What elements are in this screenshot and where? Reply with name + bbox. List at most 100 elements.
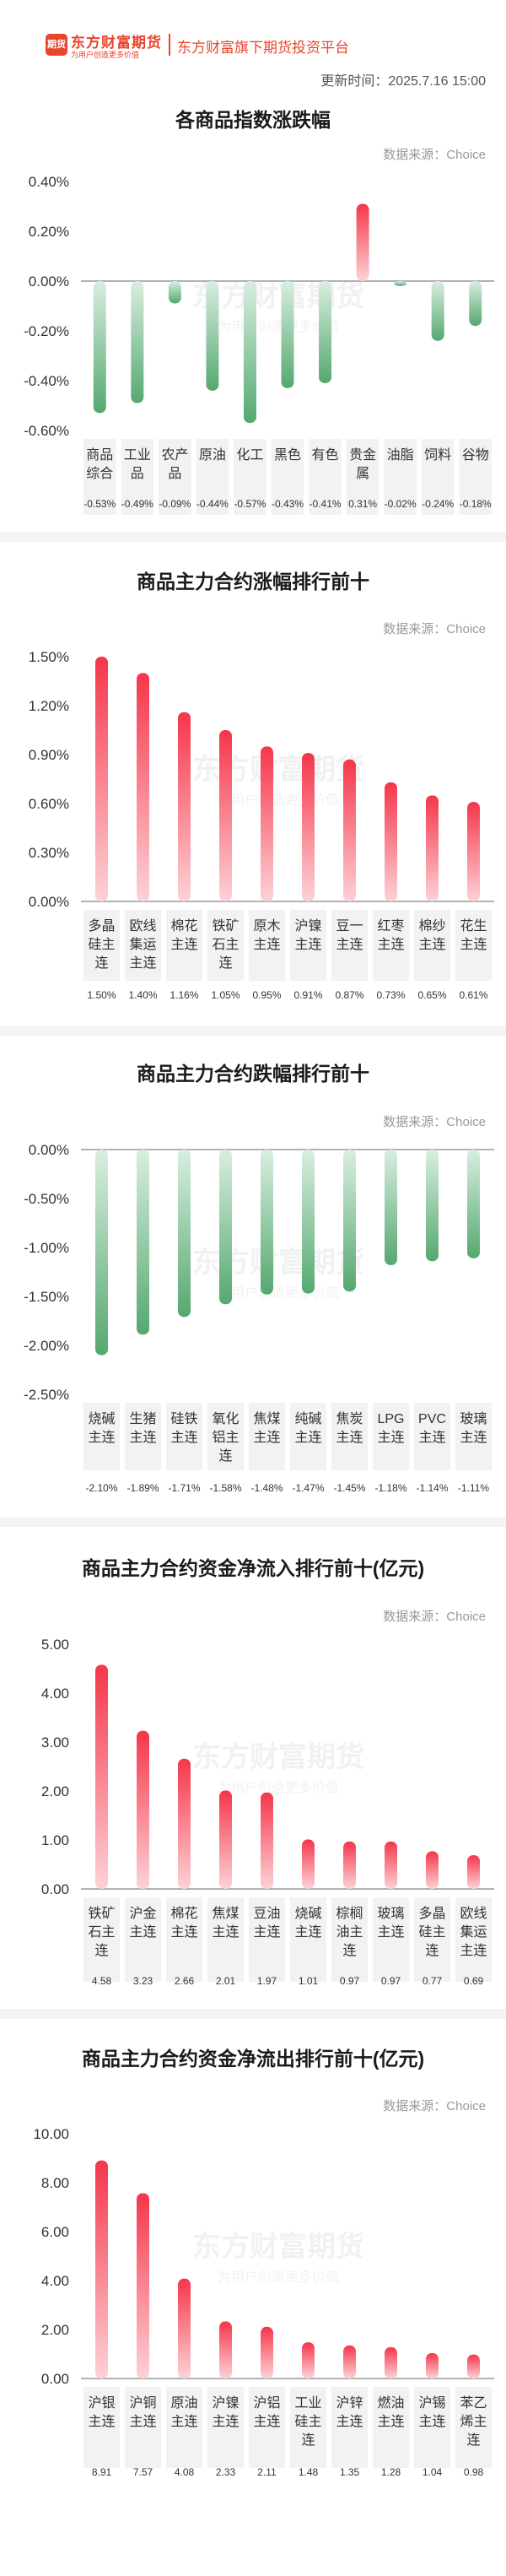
bar-工业品 [131, 281, 144, 403]
value-label: -0.43% [272, 498, 304, 510]
category-label-bg [455, 910, 492, 981]
watermark-subtext: 为用户创造更多价值 [218, 793, 339, 808]
category-label-bg [125, 910, 161, 981]
category-label: 沪银主连 [88, 2395, 115, 2429]
category-label: 工业品 [124, 447, 151, 481]
category-label-bg [83, 1403, 120, 1470]
category-label: 原油 [199, 447, 226, 463]
value-label: 0.65% [417, 989, 446, 1001]
category-label-bg [421, 439, 455, 515]
section-divider [0, 1517, 506, 1527]
section-divider [0, 1026, 506, 1036]
category-label-bg [290, 2387, 326, 2468]
category-label-bg [166, 910, 202, 981]
value-label: 3.23 [133, 1975, 153, 1987]
y-tick-label: 0.90% [29, 747, 69, 763]
category-label-bg [207, 2387, 244, 2468]
value-label: 0.91% [293, 989, 322, 1001]
header-divider [169, 34, 170, 56]
value-label: 1.05% [211, 989, 240, 1001]
watermark-subtext: 为用户创造更多价值 [218, 1285, 339, 1301]
y-tick-label: 2.00 [41, 2322, 69, 2338]
category-label: 玻璃主连 [377, 1906, 404, 1940]
bar-棕榈油主连 [343, 1841, 356, 1889]
bar-LPG主连 [385, 1150, 397, 1265]
category-label-bg [331, 1897, 368, 1982]
value-label: 0.87% [335, 989, 363, 1001]
value-label: 0.61% [459, 989, 487, 1001]
value-label: -0.41% [310, 498, 342, 510]
category-label: 红枣主连 [377, 918, 404, 952]
bar-沪铝主连 [261, 2326, 273, 2378]
bar-硅铁主连 [178, 1150, 191, 1318]
category-label-bg [373, 1897, 409, 1982]
category-label: 焦煤主连 [253, 1411, 280, 1445]
category-label-bg [414, 2387, 450, 2468]
category-label: 沪锌主连 [336, 2395, 363, 2429]
value-label: 0.31% [348, 498, 377, 510]
category-label-bg [290, 1403, 326, 1470]
category-label-bg [83, 1897, 120, 1982]
section-divider [0, 2009, 506, 2019]
page-header: 期货 东方财富期货 为用户创造更多价值 东方财富旗下期货投资平台 更新时间：20… [0, 0, 506, 93]
value-label: -1.11% [458, 1482, 489, 1494]
category-label: LPG 主连 [377, 1412, 404, 1445]
category-label-bg [83, 439, 116, 515]
y-tick-label: 0.20% [29, 224, 69, 240]
y-tick-label: 0.00 [41, 2371, 69, 2387]
value-label: 2.01 [216, 1975, 236, 1987]
bar-氧化铝主连 [219, 1150, 232, 1305]
data-source-label: 数据来源：Choice [383, 2099, 486, 2113]
bar-棉纱主连 [426, 795, 439, 901]
category-label: 有色 [312, 447, 339, 463]
bar-多晶硅主连 [426, 1851, 439, 1889]
bar-红枣主连 [385, 782, 397, 901]
watermark-text: 东方财富期货 [192, 280, 364, 313]
category-label: 沪金主连 [129, 1906, 156, 1940]
category-label: 饲料 [424, 447, 451, 463]
category-label-bg [373, 1403, 409, 1470]
value-label: 1.16% [170, 989, 198, 1001]
value-label: 0.97 [381, 1975, 401, 1987]
category-label-bg [121, 439, 154, 515]
watermark-text: 东方财富期货 [192, 753, 364, 786]
y-tick-label: -0.60% [24, 423, 69, 439]
category-label-bg [414, 910, 450, 981]
category-label-bg [196, 439, 229, 515]
y-tick-label: 3.00 [41, 1734, 69, 1751]
category-label: 沪镍主连 [294, 918, 321, 952]
category-label-bg [309, 439, 342, 515]
chart-title: 商品主力合约涨幅排行前十 [137, 571, 369, 593]
category-label: 铁矿石主连 [212, 918, 239, 971]
y-tick-label: -0.40% [24, 373, 69, 389]
value-label: -0.18% [460, 498, 492, 510]
brand-name: 东方财富期货 [71, 35, 162, 51]
bar-油脂 [394, 281, 407, 286]
bar-原油主连 [178, 2278, 191, 2378]
category-label: 烧碱主连 [88, 1411, 115, 1445]
category-label-bg [455, 1403, 492, 1470]
section-divider [0, 532, 506, 542]
category-label-bg [290, 910, 326, 981]
category-label: 棉花主连 [170, 918, 197, 952]
y-tick-label: 0.00% [29, 894, 69, 910]
value-label: 1.48 [299, 2466, 319, 2478]
category-label-bg [455, 1897, 492, 1982]
bar-多晶硅主连 [95, 657, 108, 901]
y-tick-label: -1.50% [24, 1289, 69, 1305]
bar-黑色 [281, 281, 294, 388]
category-label-bg [459, 439, 492, 515]
bar-chart: 东方财富期货为用户创造更多价值0.40%0.20%0.00%-0.20%-0.4… [24, 174, 494, 515]
y-tick-label: -2.00% [24, 1338, 69, 1354]
data-source-label: 数据来源：Choice [383, 622, 486, 636]
category-label: 工业硅主连 [294, 2395, 321, 2448]
category-label: 花生主连 [460, 918, 487, 952]
y-tick-label: 8.00 [41, 2175, 69, 2191]
bar-铁矿石主连 [95, 1664, 108, 1889]
y-tick-label: 10.00 [33, 2126, 69, 2142]
value-label: -0.02% [385, 498, 417, 510]
category-label-bg [234, 439, 266, 515]
category-label: 纯碱主连 [294, 1411, 321, 1445]
value-label: 0.73% [376, 989, 405, 1001]
